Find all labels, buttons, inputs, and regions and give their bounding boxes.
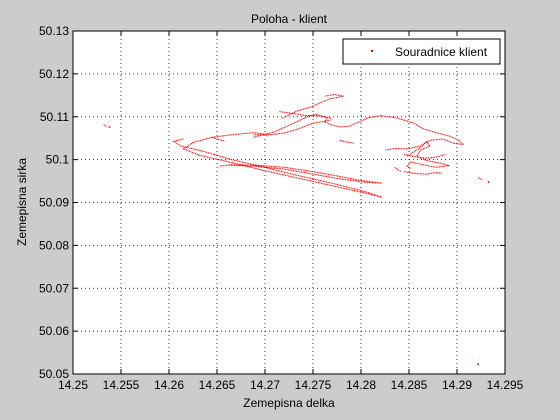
x-tick-label: 14.295 (487, 378, 524, 392)
y-tick-label: 50.1 (46, 153, 70, 167)
y-axis-label: Zemepisna sirka (15, 158, 29, 246)
gps-track (477, 177, 483, 181)
x-tick-label: 14.25 (58, 378, 88, 392)
gps-track (404, 171, 442, 175)
gps-track (253, 113, 383, 138)
gps-point (108, 126, 111, 128)
legend-box (342, 38, 501, 65)
x-tick-label: 14.26 (154, 378, 184, 392)
y-tick-label: 50.13 (39, 24, 69, 38)
y-tick-label: 50.06 (39, 324, 69, 338)
gps-track (394, 166, 402, 173)
legend: Souradnice klient (342, 38, 501, 65)
x-tick-label: 14.28 (346, 378, 376, 392)
gps-point (477, 363, 479, 365)
gps-track (282, 93, 344, 119)
y-tick-label: 50.09 (39, 196, 69, 210)
x-tick-label: 14.265 (199, 378, 236, 392)
gps-track (219, 164, 383, 184)
x-tick-label: 14.255 (103, 378, 140, 392)
legend-marker (371, 50, 373, 52)
x-tick-labels: 14.25 14.255 14.26 14.265 14.27 14.275 14.28 14… (58, 378, 524, 392)
x-tick-label: 14.29 (442, 378, 472, 392)
x-tick-label: 14.27 (250, 378, 280, 392)
y-tick-label: 50.07 (39, 281, 69, 295)
gps-track (404, 153, 446, 159)
gps-track (212, 136, 225, 142)
y-tick-label: 50.11 (40, 110, 69, 124)
data-series (103, 93, 490, 365)
gps-track (172, 134, 383, 198)
axis-ticks (72, 30, 506, 375)
gps-track (279, 111, 333, 120)
gps-track (406, 140, 450, 170)
y-tick-label: 50.08 (39, 238, 69, 252)
gps-track (339, 139, 355, 144)
y-tick-label: 50.05 (39, 367, 69, 381)
legend-label: Souradnice klient (395, 45, 488, 59)
x-axis-label: Zemepisna delka (243, 396, 335, 410)
gps-track (253, 134, 268, 137)
x-tick-label: 14.275 (295, 378, 332, 392)
gps-track (382, 115, 466, 151)
gps-point (487, 181, 490, 183)
grid-lines (73, 31, 505, 374)
gps-track (231, 119, 331, 136)
x-tick-label: 14.285 (391, 378, 428, 392)
y-tick-label: 50.12 (39, 67, 69, 81)
gps-track (103, 124, 107, 128)
chart-title: Poloha - klient (251, 12, 328, 26)
y-tick-labels: 50.05 50.06 50.07 50.08 50.09 50.1 50.11 50.12 5… (39, 24, 69, 381)
